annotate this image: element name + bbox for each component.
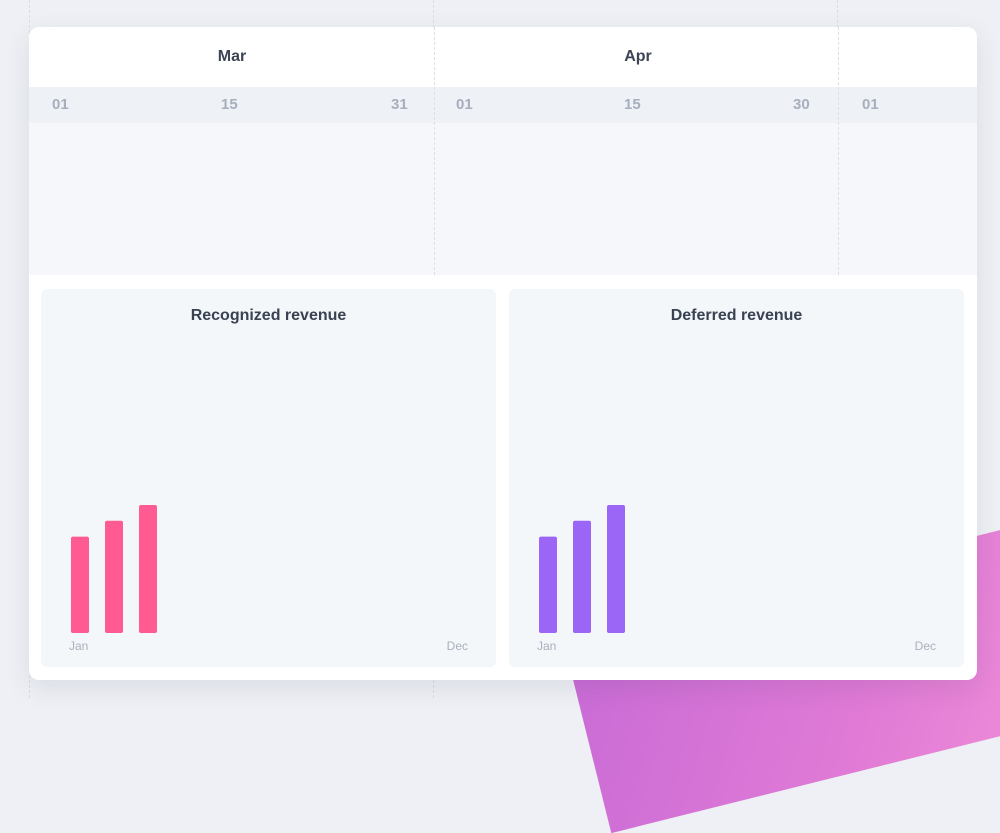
- month-label-mar: Mar: [217, 48, 247, 65]
- bar: [105, 520, 123, 633]
- month-divider: [838, 27, 839, 275]
- axis-start-label: Jan: [69, 639, 89, 653]
- bar: [139, 504, 157, 633]
- bar: [607, 504, 625, 633]
- deferred-revenue-panel: Deferred revenue Jan Dec: [509, 289, 964, 667]
- recognized-revenue-chart: [71, 504, 157, 633]
- panel-title: Deferred revenue: [670, 307, 803, 324]
- panel-title: Recognized revenue: [190, 307, 347, 324]
- timeline-track-area: [29, 123, 977, 275]
- day-label: 01: [862, 96, 879, 113]
- bar: [573, 520, 591, 633]
- axis-end-label: Dec: [446, 639, 468, 653]
- recognized-revenue-panel: Recognized revenue Jan Dec: [41, 289, 496, 667]
- day-label: 15: [221, 96, 238, 113]
- axis-end-label: Dec: [914, 639, 936, 653]
- timeline-day-row: 01 15 31 01 15 30 01: [29, 87, 977, 123]
- deferred-revenue-chart: [539, 504, 625, 633]
- day-label: 01: [52, 96, 69, 113]
- axis-start-label: Jan: [537, 639, 557, 653]
- day-label: 30: [793, 96, 810, 113]
- timeline-month-header: Mar Apr: [29, 27, 977, 87]
- bar: [539, 536, 557, 633]
- day-label: 31: [391, 96, 408, 113]
- month-label-apr: Apr: [624, 48, 652, 65]
- day-label: 15: [624, 96, 641, 113]
- day-label: 01: [456, 96, 473, 113]
- month-divider: [434, 27, 435, 275]
- timeline-card: Mar Apr 01 15 31 01 15 30 01 Recognized …: [29, 27, 977, 680]
- bar: [71, 536, 89, 633]
